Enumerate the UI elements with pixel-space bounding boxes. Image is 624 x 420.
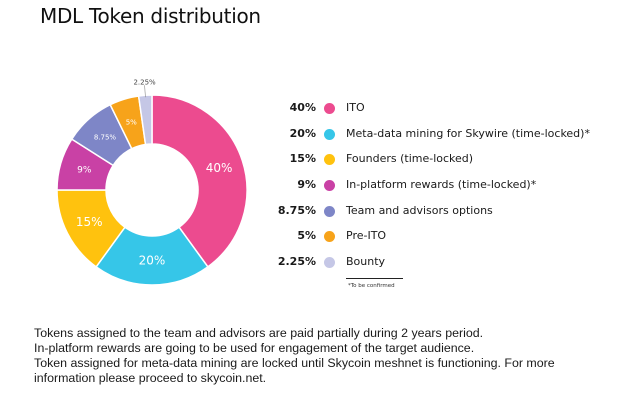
legend-value: 5% bbox=[297, 229, 316, 243]
note-team-advisors: Tokens assigned to the team and advisors… bbox=[34, 326, 484, 340]
legend-value: 9% bbox=[297, 178, 316, 192]
donut-slice-label: 20% bbox=[139, 254, 166, 268]
donut-slice-label: 2.25% bbox=[133, 78, 156, 86]
chart-legend: 40% ITO 20% Meta-data mining for Skywire… bbox=[258, 98, 598, 278]
legend-value: 2.25% bbox=[277, 255, 316, 269]
legend-swatch bbox=[324, 154, 335, 166]
legend-item-pre-ito: 5% Pre-ITO bbox=[258, 226, 598, 252]
donut-slice-labels: 40% 20% 15% 9% 8.75% 5% 2.25% bbox=[76, 78, 233, 267]
legend-value: 15% bbox=[289, 152, 316, 166]
legend-value: 8.75% bbox=[277, 203, 316, 217]
note-in-platform-rewards: In-platform rewards are going to be used… bbox=[34, 341, 475, 355]
legend-item-ito: 40% ITO bbox=[258, 98, 598, 124]
donut-slice-label: 9% bbox=[77, 165, 92, 175]
donut-slice-bounty bbox=[137, 94, 153, 146]
legend-swatch bbox=[324, 103, 335, 114]
donut-slice-label: 8.75% bbox=[94, 133, 117, 141]
donut-slice-label: 15% bbox=[76, 215, 103, 229]
legend-value: 40% bbox=[289, 101, 316, 114]
footnote: *To be confirmed bbox=[348, 283, 395, 289]
legend-swatch bbox=[324, 205, 335, 217]
chart-title: MDL Token distribution bbox=[40, 4, 261, 28]
donut-slice-ito bbox=[151, 94, 248, 268]
legend-label: Pre-ITO bbox=[346, 229, 387, 243]
note-meta-data-mining: Token assigned for meta-data mining are … bbox=[34, 356, 555, 385]
legend-label: ITO bbox=[346, 101, 365, 114]
footnote-divider bbox=[346, 278, 403, 279]
legend-swatch bbox=[324, 257, 335, 269]
legend-swatch bbox=[324, 180, 335, 192]
donut-slice-label: 5% bbox=[126, 119, 137, 127]
notes: Tokens assigned to the team and advisors… bbox=[34, 326, 604, 386]
legend-value: 20% bbox=[289, 126, 316, 140]
legend-label: In-platform rewards (time-locked)* bbox=[346, 178, 537, 192]
legend-label: Founders (time-locked) bbox=[346, 152, 474, 166]
legend-item-team-and-advisors: 8.75% Team and advisors options bbox=[258, 201, 598, 227]
donut-slice-label: 40% bbox=[206, 161, 233, 175]
legend-swatch bbox=[324, 128, 335, 140]
donut-slices bbox=[56, 94, 248, 286]
legend-label: Team and advisors options bbox=[346, 203, 493, 217]
legend-swatch bbox=[324, 231, 335, 243]
legend-label: Meta-data mining for Skywire (time-locke… bbox=[346, 126, 590, 140]
legend-item-meta-data-mining: 20% Meta-data mining for Skywire (time-l… bbox=[258, 124, 598, 150]
legend-item-founders: 15% Founders (time-locked) bbox=[258, 149, 598, 175]
legend-item-bounty: 2.25% Bounty bbox=[258, 252, 598, 278]
bounty-leader-line bbox=[144, 85, 146, 98]
legend-label: Bounty bbox=[346, 255, 386, 269]
legend-item-in-platform-rewards: 9% In-platform rewards (time-locked)* bbox=[258, 175, 598, 201]
